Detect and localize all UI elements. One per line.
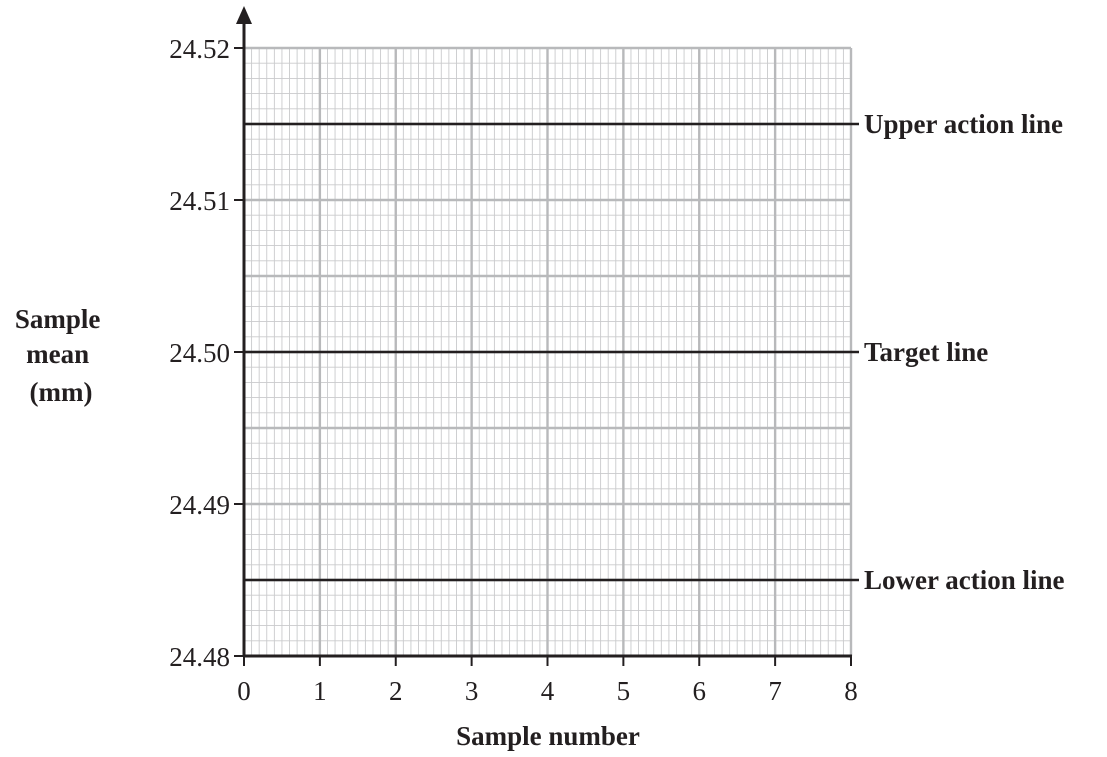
x-tick-label: 7 (768, 676, 782, 706)
x-tick-label: 5 (617, 676, 631, 706)
x-tick-label: 0 (237, 676, 251, 706)
x-tick-label: 6 (693, 676, 707, 706)
y-tick-label: 24.52 (169, 34, 230, 64)
x-tick-label: 8 (844, 676, 858, 706)
y-tick-label: 24.48 (169, 642, 230, 672)
y-axis-title: Sample mean (mm) (15, 304, 107, 407)
y-axis-arrowhead (236, 6, 252, 24)
x-axis-title: Sample number (456, 721, 640, 751)
y-tick-label: 24.51 (169, 186, 230, 216)
y-tick-labels: 24.48 24.49 24.50 24.51 24.52 (169, 34, 244, 672)
x-tick-label: 3 (465, 676, 479, 706)
reference-lines: Upper action line Target line Lower action… (244, 109, 1064, 595)
y-axis-title-line-1: Sample (15, 304, 101, 334)
x-tick-label: 2 (389, 676, 403, 706)
y-axis-title-line-2: mean (26, 339, 89, 369)
y-axis-title-line-3: (mm) (30, 377, 93, 407)
x-tick-labels: 0 1 2 3 4 5 6 7 8 (237, 656, 858, 706)
reference-line-label: Upper action line (864, 109, 1063, 139)
reference-line-label: Target line (864, 337, 988, 367)
x-tick-label: 1 (313, 676, 327, 706)
reference-line-label: Lower action line (864, 565, 1064, 595)
y-tick-label: 24.49 (169, 490, 230, 520)
x-tick-label: 4 (541, 676, 555, 706)
y-tick-label: 24.50 (169, 338, 230, 368)
